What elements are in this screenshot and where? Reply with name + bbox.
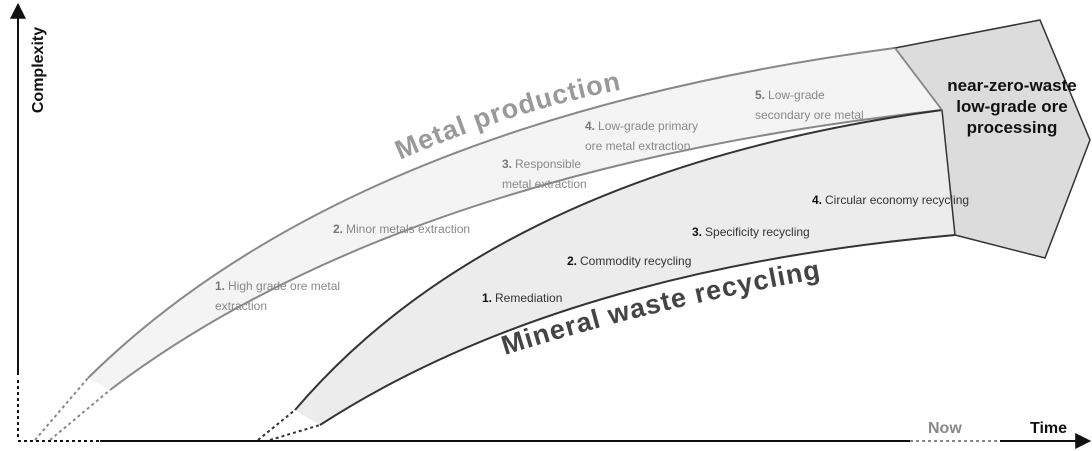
dotted-extension bbox=[34, 377, 89, 441]
step-text: ore metal extraction bbox=[585, 139, 690, 153]
metal-edge-top bbox=[87, 47, 896, 379]
step-text: Responsible bbox=[515, 157, 581, 171]
step-number: 2. bbox=[567, 254, 577, 268]
now-label: Now bbox=[928, 420, 962, 437]
x-axis-label: Time bbox=[1030, 420, 1067, 437]
step-label: 5. Low-grade secondary ore metal bbox=[755, 88, 864, 122]
metal-band bbox=[88, 48, 942, 390]
dotted-extension bbox=[257, 409, 296, 441]
step-text: Low-grade bbox=[768, 88, 825, 102]
step-text: High grade ore metal bbox=[228, 279, 340, 293]
dotted-extension bbox=[269, 424, 321, 441]
step-text: secondary ore metal bbox=[755, 108, 864, 122]
metal-edge-bottom bbox=[109, 109, 943, 391]
step-label: 1. Remediation bbox=[482, 291, 562, 305]
recycling-band bbox=[295, 110, 955, 425]
step-label: 3. Specificity recycling bbox=[692, 225, 810, 239]
step-text: Low-grade primary bbox=[598, 119, 698, 133]
step-label: 2. Commodity recycling bbox=[567, 254, 691, 268]
step-text: Minor metals extraction bbox=[346, 222, 470, 236]
recycling-edge-top bbox=[294, 109, 943, 411]
step-text: extraction bbox=[215, 299, 267, 313]
y-axis-label: Complexity bbox=[30, 27, 47, 113]
step-number: 4. bbox=[585, 119, 595, 133]
step-label: 4. Low-grade primary ore metal extraction bbox=[585, 119, 698, 153]
step-label: 2. Minor metals extraction bbox=[333, 222, 470, 236]
step-number: 2. bbox=[333, 222, 343, 236]
step-label: 1. High grade ore metal extraction bbox=[215, 279, 340, 313]
step-label: 3. Responsible metal extraction bbox=[502, 157, 587, 191]
step-text: Commodity recycling bbox=[580, 254, 691, 268]
dotted-extension bbox=[49, 389, 111, 441]
target-label: processing bbox=[967, 118, 1058, 137]
step-number: 1. bbox=[215, 279, 225, 293]
recycling-edge-bottom bbox=[319, 234, 956, 426]
target-label: near-zero-waste bbox=[947, 76, 1076, 95]
step-label: 4. Circular economy recycling bbox=[812, 193, 969, 207]
step-text: Specificity recycling bbox=[705, 225, 810, 239]
step-text: Remediation bbox=[495, 291, 562, 305]
step-text: metal extraction bbox=[502, 177, 587, 191]
step-number: 5. bbox=[755, 88, 765, 102]
step-number: 4. bbox=[812, 193, 822, 207]
step-number: 1. bbox=[482, 291, 492, 305]
target-label: low-grade ore bbox=[956, 97, 1067, 116]
step-number: 3. bbox=[692, 225, 702, 239]
step-text: Circular economy recycling bbox=[825, 193, 969, 207]
divider bbox=[894, 47, 943, 111]
step-number: 3. bbox=[502, 157, 512, 171]
